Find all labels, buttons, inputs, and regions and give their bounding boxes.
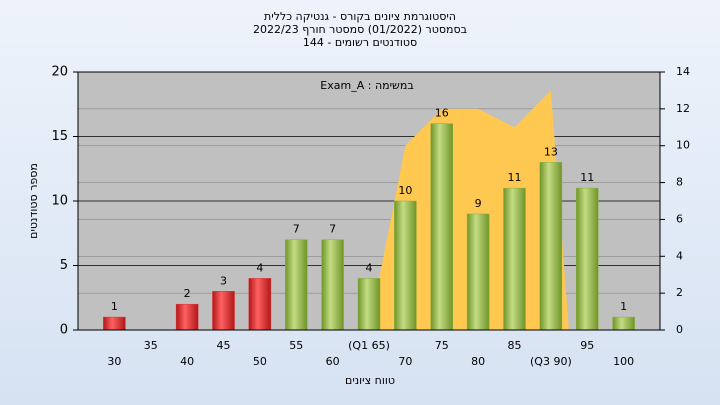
bar: [394, 200, 417, 331]
y2-tick-label: 0: [676, 323, 683, 336]
value-label: 1: [111, 300, 118, 313]
value-label: 16: [435, 107, 449, 120]
bar: [466, 213, 490, 331]
plot-border: [77, 71, 661, 331]
x-tick-label: 35: [144, 339, 158, 352]
bar: [175, 303, 199, 331]
bar: [212, 291, 235, 331]
y-tick-label: 20: [51, 65, 68, 80]
value-label: 4: [366, 261, 373, 274]
annotation: Exam_A : במשימה: [320, 79, 413, 92]
y2-tick-label: 12: [676, 102, 690, 115]
y2-tick-label: 4: [676, 249, 683, 262]
x-tick-label: 40: [180, 355, 194, 368]
y2-tick-label: 14: [676, 65, 690, 78]
x-tick-label: 95: [580, 339, 594, 352]
value-label: 11: [508, 171, 522, 184]
x-axis-label: טווח ציונים: [345, 374, 395, 387]
x-tick-label: (Q1 65): [348, 339, 390, 352]
x-tick-label: 55: [289, 339, 303, 352]
y-tick-label: 5: [60, 258, 68, 273]
y2-tick-label: 10: [676, 139, 690, 152]
value-label: 9: [475, 197, 482, 210]
x-tick-label: 70: [398, 355, 412, 368]
y-tick-label: 10: [51, 194, 68, 209]
title: היסטוגרמת ציונים בקורס - גנטיקה כללית: [264, 10, 456, 23]
bar: [612, 316, 635, 331]
value-label: 11: [580, 171, 594, 184]
x-tick-label: 30: [107, 355, 121, 368]
bar: [321, 239, 344, 331]
y2-tick-label: 8: [676, 176, 683, 189]
bar: [503, 187, 526, 331]
bar: [248, 278, 272, 331]
x-tick-label: 50: [253, 355, 267, 368]
value-label: 1: [620, 300, 627, 313]
x-tick-label: 75: [435, 339, 449, 352]
x-tick-label: 45: [217, 339, 231, 352]
bar: [576, 187, 599, 331]
x-tick-label: 60: [326, 355, 340, 368]
bar: [430, 123, 453, 331]
bar: [103, 316, 126, 331]
value-label: 2: [184, 287, 191, 300]
x-tick-label: 100: [613, 355, 634, 368]
value-label: 3: [220, 274, 227, 287]
value-label: 7: [329, 223, 336, 236]
x-tick-label: (Q3 90): [530, 355, 572, 368]
x-tick-label: 85: [508, 339, 522, 352]
value-label: 4: [256, 261, 263, 274]
value-label: 13: [544, 145, 558, 158]
y-tick-label: 15: [51, 129, 68, 144]
bar: [357, 278, 381, 331]
x-tick-label: 80: [471, 355, 485, 368]
bar: [539, 162, 563, 331]
title: סטודנטים רשומים - 144: [303, 36, 417, 49]
y-axis-label: מספר סטודנטים: [27, 163, 40, 239]
y2-tick-label: 2: [676, 286, 683, 299]
value-label: 10: [398, 184, 412, 197]
title: בסמסטר (01/2022) סמסטר חורף 2022/23: [253, 23, 467, 36]
y-tick-label: 0: [60, 323, 68, 338]
y2-tick-label: 6: [676, 212, 683, 225]
value-label: 7: [293, 223, 300, 236]
bar: [285, 239, 308, 331]
